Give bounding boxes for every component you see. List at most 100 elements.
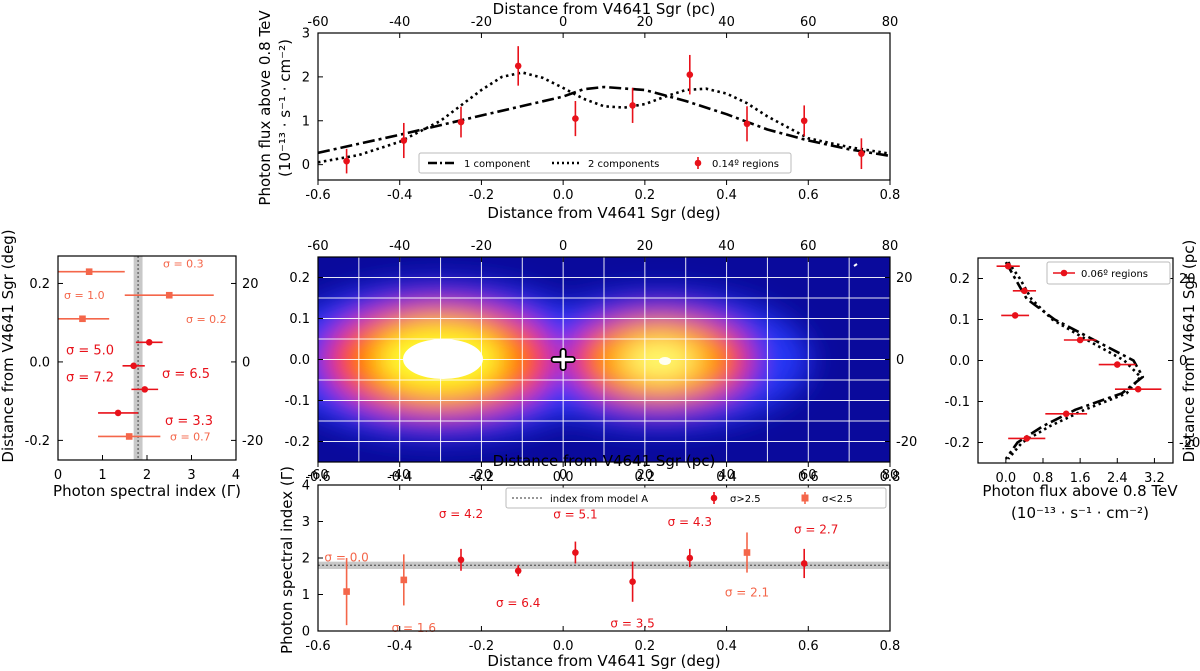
middle-heatmap-panel: -0.6 -0.4 -0.2 0.0 0.2 0.4 0.6 0.8 -0.2 -0.1 0.0 0.… [285, 239, 918, 485]
heatmap-y-axis-tick-label: -0.1 [285, 394, 310, 409]
v4641-sgr-position-marker [550, 348, 576, 371]
right-data-point [1011, 312, 1019, 319]
right-flux-profile-panel: 0.0 0.8 1.6 2.4 3.2 -0.2 -0.1 0.0 0.1 0.2 -20 0 20 0… [945, 240, 1200, 522]
bottom-data-point [572, 549, 579, 556]
legend-index-model-a: index from model A [550, 494, 648, 505]
bottom-x2-axis-label: Distance from V4641 Sgr (pc) [493, 452, 716, 470]
heatmap-x-axis-tick-label: -0.6 [305, 470, 330, 485]
left-data-point [114, 409, 122, 417]
top-data-point [457, 118, 465, 126]
top-data-point [343, 157, 350, 165]
top-x-axis-label: Distance from V4641 Sgr (deg) [487, 204, 720, 222]
bottom-x-axis-tick-label: 0.6 [798, 639, 819, 654]
bottom-sigma-label: σ = 0.0 [324, 551, 368, 565]
top-flux-profile-panel: -0.6 -0.4 -0.2 0.0 0.2 0.4 0.6 0.8 0 1 2 3-60 -40 -20… [256, 0, 900, 222]
heatmap-y2-axis-tick-label: -20 [896, 435, 917, 450]
right-data-point [1004, 262, 1012, 270]
bottom-x2-axis-tick-label: -40 [389, 468, 410, 483]
top-y-axis-tick-label: 2 [302, 70, 310, 85]
top-data-point [686, 71, 694, 78]
top-x-axis-tick-label: -0.6 [305, 188, 330, 203]
bottom-sigma-label: σ = 6.4 [496, 596, 540, 610]
right-y-axis-tick-label: 0.0 [949, 354, 970, 369]
left-x-axis-tick-label: 2 [143, 468, 151, 483]
right-x-axis-label-line2: (10⁻¹³ · s⁻¹ · cm⁻²) [1011, 504, 1149, 522]
bottom-y-axis-label: Photon spectral index (Γ) [278, 466, 296, 654]
heatmap-x2-axis-tick-label: 0 [559, 239, 567, 254]
top-x-axis-tick-label: 0.6 [798, 188, 819, 203]
bottom-x-axis-tick-label: -0.6 [305, 639, 330, 654]
heatmap-x2-axis-tick-label: -40 [389, 239, 410, 254]
right-data-point [1021, 287, 1028, 295]
bottom-x2-axis-tick-label: -20 [471, 468, 492, 483]
top-x-axis-tick-label: 0.2 [635, 188, 656, 203]
bottom-sigma-label: σ = 5.1 [553, 508, 597, 522]
legend-006-regions: 0.06º regions [1081, 269, 1148, 280]
heatmap-y-axis-tick-label: 0.1 [289, 312, 310, 327]
bottom-x2-axis-tick-label: 60 [800, 468, 817, 483]
left-y2-axis-tick-label: -20 [242, 434, 263, 449]
bottom-x-axis-tick-label: 0.8 [880, 639, 901, 654]
top-x2-axis-tick-label: 40 [718, 15, 735, 30]
bottom-data-point [629, 578, 636, 586]
left-data-point [79, 315, 86, 323]
bottom-sigma-label: σ = 4.2 [439, 507, 483, 521]
heatmap-x-axis-tick-label: -0.4 [387, 470, 412, 485]
right-y-axis-tick-label: -0.2 [945, 436, 970, 451]
right-x-axis-tick-label: 1.6 [1070, 471, 1091, 486]
left-x-axis-tick-label: 3 [187, 468, 195, 483]
heatmap-x2-axis-tick-label: 80 [882, 239, 899, 254]
bottom-data-point [743, 549, 751, 556]
left-x-axis-tick-label: 4 [232, 468, 240, 483]
top-x2-axis-tick-label: 20 [637, 15, 654, 30]
heatmap-x-axis-tick-label: 0.8 [880, 470, 901, 485]
bottom-sigma-label: σ = 2.7 [794, 522, 838, 536]
top-y-axis-tick-label: 3 [302, 27, 310, 42]
bottom-x-axis-tick-label: 0.0 [553, 639, 574, 654]
top-x2-axis-tick-label: 60 [800, 15, 817, 30]
left-sigma-label: σ = 0.3 [163, 258, 204, 271]
bottom-data-point [400, 576, 408, 584]
left-x-axis-tick-label: 1 [98, 468, 106, 483]
bottom-x2-axis-tick-label: 80 [882, 468, 899, 483]
top-x-axis-tick-label: 0.0 [553, 188, 574, 203]
top-x2-axis-tick-label: 0 [559, 15, 567, 30]
left-y-axis-tick-label: 0.0 [29, 355, 50, 370]
right-x-axis-tick-label: 0.0 [996, 471, 1017, 486]
left-y-axis-tick-label: 0.2 [29, 277, 50, 292]
top-data-point [400, 137, 408, 144]
left-sigma-label: σ = 7.2 [66, 370, 114, 385]
right-x-axis-label-line1: Photon flux above 0.8 TeV [982, 482, 1178, 500]
left-sigma-label: σ = 0.2 [186, 313, 227, 326]
legend-sigma-above: σ>2.5 [730, 494, 761, 505]
right-x-axis-tick-label: 2.4 [1107, 471, 1128, 486]
bottom-y-axis-tick-label: 1 [302, 588, 310, 603]
bottom-y-axis-tick-label: 2 [302, 552, 310, 567]
left-y2-axis-tick-label: 20 [242, 277, 259, 292]
heatmap-y2-axis-tick-label: 0 [896, 353, 904, 368]
top-x2-axis-tick-label: 80 [882, 15, 899, 30]
bottom-sigma-label: σ = 4.3 [668, 515, 712, 529]
right-x-axis-tick-label: 0.8 [1033, 471, 1054, 486]
legend-1-component: 1 component [464, 159, 530, 170]
top-x2-axis-tick-label: -60 [307, 15, 328, 30]
top-data-point [743, 120, 751, 128]
heatmap-x2-axis-tick-label: 40 [718, 239, 735, 254]
heatmap-x-axis-tick-label: 0.0 [553, 470, 574, 485]
right-x-axis-tick-label: 3.2 [1144, 471, 1165, 486]
legend-sigma-below: σ<2.5 [822, 494, 853, 505]
heatmap-y-axis-tick-label: 0.2 [289, 271, 310, 286]
marker-cross [552, 349, 574, 370]
bottom-x-axis-tick-label: -0.4 [387, 639, 412, 654]
bottom-data-point [457, 556, 465, 564]
bottom-x2-axis-tick-label: 40 [718, 468, 735, 483]
top-x2-axis-label: Distance from V4641 Sgr (pc) [493, 0, 716, 18]
bottom-x2-axis-tick-label: 0 [559, 468, 567, 483]
right-y2-axis-tick-label: 0 [1179, 354, 1187, 369]
left-sigma-label: σ = 5.0 [66, 343, 114, 358]
bottom-index-profile-panel: σ = 0.0 σ = 1.6 σ = 4.2 σ = 6.4 σ = 5.1 σ = 3… [278, 452, 900, 670]
left-data-point [85, 268, 93, 275]
left-index-profile-panel: σ = 0.3 σ = 1.0 σ = 0.2 σ = 5.0 σ = 6.5 σ = 7… [0, 229, 263, 500]
heatmap-hotspot-east [659, 357, 671, 365]
bottom-x2-axis-tick-label: 20 [637, 468, 654, 483]
